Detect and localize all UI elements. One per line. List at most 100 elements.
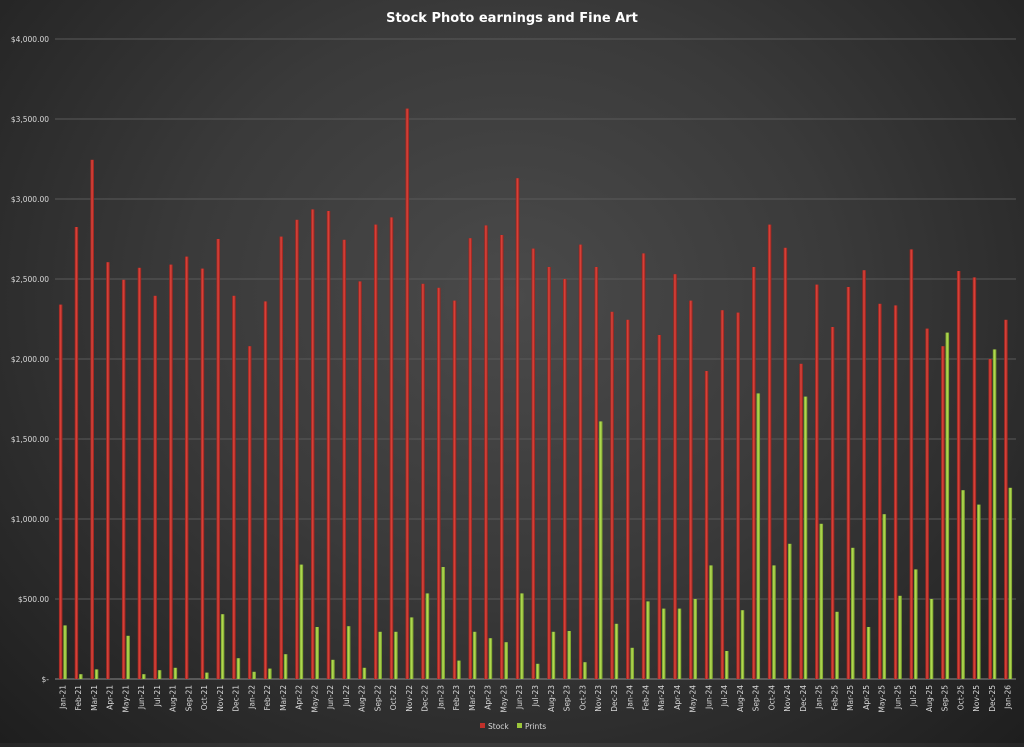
x-tick-label: Dec-23	[610, 685, 619, 712]
legend: Stock Prints	[480, 722, 546, 731]
bar-stock	[578, 244, 583, 679]
bar-stock	[815, 284, 819, 679]
y-tick-label: $2,000.00	[11, 355, 49, 364]
x-tick-label: Oct-22	[389, 685, 398, 710]
x-tick-label: Mar-22	[279, 685, 288, 711]
x-tick-label: Jan-22	[247, 685, 256, 710]
bar-stock	[58, 304, 63, 679]
legend-label-stock: Stock	[488, 722, 509, 731]
bar-prints	[488, 638, 493, 679]
y-tick-label: $1,500.00	[11, 435, 49, 444]
x-tick-label: Feb-25	[830, 685, 839, 711]
bar-prints	[331, 659, 335, 679]
bar-stock	[830, 327, 835, 679]
bar-stock	[893, 305, 898, 679]
x-tick-label: Jul-22	[342, 685, 351, 708]
bar-prints	[551, 631, 556, 679]
bar-prints	[882, 514, 887, 679]
bar-stock	[389, 217, 394, 679]
bar-prints	[157, 670, 162, 679]
bar-prints	[803, 396, 808, 679]
bar-prints	[772, 565, 776, 679]
x-tick-label: Jan-21	[58, 685, 67, 710]
bar-prints	[79, 674, 83, 679]
x-tick-label: Feb-21	[74, 685, 83, 711]
x-tick-label: Nov-22	[405, 685, 414, 712]
y-tick-label: $500.00	[18, 595, 49, 604]
x-tick-label: Dec-22	[421, 685, 430, 712]
bar-prints	[472, 631, 477, 679]
bar-stock	[263, 301, 268, 679]
y-tick-label: $2,500.00	[11, 275, 49, 284]
bar-prints	[457, 660, 461, 679]
x-tick-label: Apr-22	[295, 685, 304, 710]
bar-prints	[535, 663, 540, 679]
y-tick-label: $3,500.00	[11, 115, 49, 124]
x-tick-label: Aug-21	[169, 685, 178, 712]
bar-prints	[220, 614, 225, 679]
bar-prints	[252, 671, 256, 679]
bar-prints	[268, 668, 272, 679]
bar-stock	[169, 264, 173, 679]
bar-prints	[173, 667, 178, 679]
x-tick-label: Mar-21	[90, 685, 99, 711]
x-tick-label: Jul-24	[720, 685, 729, 708]
bar-stock	[720, 310, 725, 679]
bar-prints	[977, 504, 981, 679]
x-tick-label: Jan-24	[626, 685, 635, 710]
x-tick-label: Apr-23	[484, 685, 493, 710]
x-tick-label: Jan-25	[815, 685, 824, 710]
bar-stock	[641, 253, 646, 679]
bar-prints	[787, 543, 792, 679]
x-tick-label: Dec-21	[232, 685, 241, 712]
bar-prints	[724, 651, 729, 679]
bar-stock	[137, 267, 142, 679]
x-tick-label: Sep-21	[184, 685, 193, 712]
x-tick-label: Feb-24	[641, 685, 650, 711]
bar-stock	[310, 209, 315, 679]
x-tick-label: Mar-25	[846, 685, 855, 711]
x-tick-label: Jun-24	[704, 685, 713, 710]
x-tick-label: Sep-22	[373, 685, 382, 712]
bar-stock	[594, 267, 599, 679]
bar-stock	[499, 235, 504, 679]
gridlines	[55, 38, 1016, 680]
bar-prints	[315, 627, 319, 679]
bar-stock	[216, 239, 221, 679]
x-tick-label: Mar-24	[657, 685, 666, 711]
bar-prints	[929, 599, 934, 679]
x-tick-label: Oct-23	[578, 685, 587, 710]
x-tick-label: Dec-25	[988, 685, 997, 712]
bar-stock	[74, 227, 79, 679]
x-tick-label: Nov-24	[783, 685, 792, 712]
x-tick-label: Nov-25	[972, 685, 981, 712]
y-tick-label: $3,000.00	[11, 195, 49, 204]
bar-stock	[657, 335, 662, 679]
bar-prints	[205, 672, 209, 679]
bar-prints	[945, 332, 950, 679]
bar-prints	[661, 608, 666, 679]
bar-stock	[925, 328, 929, 679]
x-tick-label: May-22	[310, 685, 319, 713]
x-tick-label: Nov-23	[594, 685, 603, 712]
bar-stock	[878, 303, 882, 679]
bar-prints	[693, 599, 698, 679]
x-tick-label: Apr-25	[862, 685, 871, 710]
bar-stock	[342, 239, 347, 680]
x-tick-label: Jul-25	[909, 685, 918, 708]
x-tick-label: Aug-25	[925, 685, 934, 712]
x-tick-label: Jun-23	[515, 685, 524, 710]
bar-prints	[614, 623, 619, 679]
bar-stock	[799, 363, 803, 679]
bar-stock	[988, 359, 992, 679]
legend-label-prints: Prints	[525, 722, 546, 731]
legend-swatch-prints	[517, 723, 522, 728]
bar-stock	[106, 262, 110, 679]
bar-prints	[94, 669, 99, 679]
x-tick-label: Nov-21	[216, 685, 225, 712]
bar-stock	[846, 287, 851, 679]
bar-stock	[547, 267, 551, 679]
bar-prints	[378, 631, 382, 679]
bar-stock	[279, 236, 284, 679]
